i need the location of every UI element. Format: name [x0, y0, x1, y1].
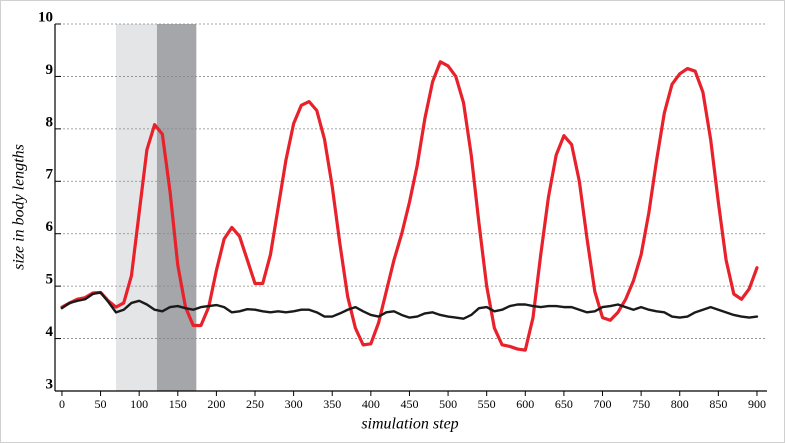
x-axis-label: simulation step	[361, 416, 458, 433]
y-tick-label: 6	[46, 219, 54, 235]
line-series	[60, 291, 759, 320]
x-tick-label: 650	[555, 397, 573, 411]
x-tick-label: 400	[362, 397, 380, 411]
x-tick-label: 850	[709, 397, 727, 411]
x-tick-label: 450	[400, 397, 418, 411]
x-tick-label: 500	[439, 397, 457, 411]
x-tick-label: 100	[130, 397, 148, 411]
x-tick-label: 250	[246, 397, 264, 411]
x-tick-label: 800	[671, 397, 689, 411]
x-tick-label: 350	[323, 397, 341, 411]
x-tick-label: 300	[285, 397, 303, 411]
x-tick-label: 200	[207, 397, 225, 411]
x-tick-label: 750	[632, 397, 650, 411]
x-tick-label: 150	[169, 397, 187, 411]
x-tick-label: 900	[748, 397, 766, 411]
x-tick-label: 600	[516, 397, 534, 411]
y-tick-label: 4	[46, 324, 54, 340]
y-tick-label: 10	[38, 9, 53, 25]
x-tick-label: 50	[95, 397, 107, 411]
y-tick-label: 8	[46, 114, 54, 130]
y-tick-label: 7	[46, 167, 54, 183]
x-tick-label: 0	[59, 397, 65, 411]
y-tick-label: 3	[46, 376, 54, 392]
x-tick-label: 550	[478, 397, 496, 411]
x-tick-label: 700	[594, 397, 612, 411]
y-tick-label: 9	[46, 62, 54, 78]
y-axis-label: size in body lengths	[11, 144, 28, 270]
y-tick-label: 5	[46, 272, 54, 288]
shaded-region	[116, 24, 157, 391]
line-series	[60, 60, 759, 352]
shaded-region	[156, 24, 197, 391]
